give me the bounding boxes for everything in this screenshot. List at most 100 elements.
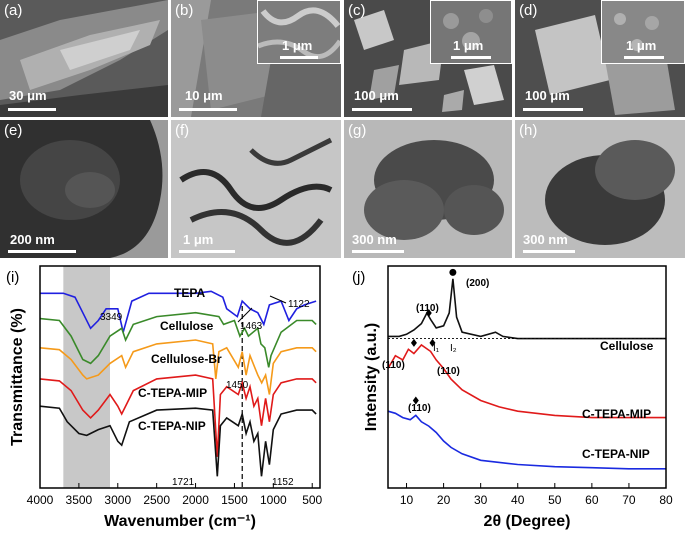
xrd-peak-label-6: I₂ (450, 343, 457, 354)
scale-bar-e (8, 250, 76, 253)
xrd-series-label-0: Cellulose (600, 339, 654, 353)
panel-label-a: (a) (4, 2, 23, 19)
ftir-series-label-1: Cellulose (160, 319, 214, 333)
xrd-peak-marker-110 (425, 308, 432, 317)
xrd-peak-label-1: (110) (416, 303, 439, 314)
inset-c: 1 μm (430, 0, 512, 64)
ftir-series-2 (39, 339, 317, 395)
xrd-peak-label-5: I₁ (433, 343, 440, 354)
scale-bar-h (523, 250, 575, 253)
inset-scale-bar-d (624, 56, 664, 59)
xrd-series-1 (387, 343, 666, 419)
ftir-peak-label-3: 1721 (172, 477, 195, 488)
xrd-x-tick-label: 40 (511, 493, 525, 507)
scale-bar-f (179, 250, 235, 253)
scale-bar-a (8, 108, 56, 111)
sem-image-b: 1 μm (b) 10 μm (171, 0, 341, 117)
xrd-peak-marker-110 (412, 396, 419, 405)
xrd-peak-marker-110 (429, 338, 436, 347)
tem-image-f: (f) 1 μm (171, 120, 341, 258)
scale-text-d: 100 μm (525, 88, 570, 103)
xrd-series-label-2: C-TEPA-NIP (582, 447, 650, 461)
panel-label-i: (i) (6, 269, 19, 286)
ftir-series-1 (39, 311, 317, 368)
scale-text-g: 300 nm (352, 232, 397, 247)
sem-image-a: (a) 30 μm (0, 0, 168, 117)
inset-scale-text-c: 1 μm (453, 38, 484, 53)
ftir-peak-label-1: 1463 (240, 321, 263, 332)
panel-label-c: (c) (348, 2, 366, 19)
ftir-series-label-4: C-TEPA-NIP (138, 419, 206, 433)
tem-image-h: (h) 300 nm (515, 120, 685, 258)
xrd-x-tick-label: 20 (437, 493, 451, 507)
ftir-x-tick-label: 4000 (27, 493, 54, 507)
ftir-y-axis-title: Transmittance (%) (9, 308, 26, 446)
scale-text-h: 300 nm (523, 232, 568, 247)
inset-d: 1 μm (601, 0, 685, 64)
panel-label-d: (d) (519, 2, 538, 19)
xrd-series-2 (387, 410, 666, 470)
xrd-peak-label-2: (110) (382, 360, 405, 371)
xrd-x-tick-label: 70 (622, 493, 636, 507)
panel-label-f: (f) (175, 122, 190, 139)
panel-label-j: (j) (352, 269, 365, 286)
xrd-x-tick-label: 80 (659, 493, 673, 507)
ftir-series-3 (39, 374, 317, 457)
xrd-y-axis-title: Intensity (a.u.) (363, 323, 380, 431)
ftir-x-tick-label: 2500 (143, 493, 170, 507)
ftir-arrow-1463 (237, 307, 253, 323)
ftir-peak-label-2: 1450 (226, 380, 249, 391)
ftir-x-tick-label: 1000 (260, 493, 287, 507)
inset-scale-bar-b (280, 56, 318, 59)
panel-label-b: (b) (175, 2, 194, 19)
xrd-series-0 (388, 278, 666, 340)
ftir-peak-label-4: 1152 (272, 477, 294, 488)
inset-scale-bar-c (451, 56, 491, 59)
sem-image-d: 1 μm (d) 100 μm (515, 0, 685, 117)
panel-label-g: (g) (348, 122, 367, 139)
scale-text-f: 1 μm (183, 232, 214, 247)
scale-text-c: 100 μm (354, 88, 399, 103)
ftir-x-tick-label: 3000 (104, 493, 131, 507)
xrd-x-axis-title: 2θ (Degree) (484, 513, 571, 530)
inset-scale-text-d: 1 μm (626, 38, 657, 53)
xrd-x-tick-label: 30 (474, 493, 488, 507)
scale-text-a: 30 μm (9, 88, 47, 103)
xrd-plot-frame (387, 265, 667, 489)
xrd-peak-marker-200 (449, 268, 457, 276)
scale-bar-g (352, 250, 404, 253)
ftir-series-label-3: C-TEPA-MIP (138, 386, 207, 400)
ftir-peak-label-0: 3349 (100, 312, 123, 323)
ftir-series-label-2: Cellulose-Br (151, 352, 222, 366)
xrd-x-tick-label: 50 (548, 493, 562, 507)
xrd-x-tick-label: 10 (400, 493, 414, 507)
ftir-plot-frame (39, 265, 321, 489)
scale-text-b: 10 μm (185, 88, 223, 103)
ftir-series-4 (39, 405, 317, 477)
tem-image-g: (g) 300 nm (344, 120, 512, 258)
scale-bar-c (352, 108, 412, 111)
scale-text-e: 200 nm (10, 232, 55, 247)
tem-image-e: (e) 200 nm (0, 120, 168, 258)
xrd-series-label-1: C-TEPA-MIP (582, 407, 651, 421)
xrd-peak-marker-110 (410, 338, 417, 347)
xrd-peak-label-0: (200) (466, 278, 489, 289)
xrd-peak-label-4: (110) (408, 403, 431, 414)
shaded-band (63, 266, 110, 488)
ftir-x-tick-label: 1500 (221, 493, 248, 507)
xrd-peak-label-3: (110) (437, 366, 460, 377)
ftir-x-tick-label: 2000 (182, 493, 209, 507)
ftir-x-axis-title: Wavenumber (cm⁻¹) (104, 513, 256, 530)
inset-b: 1 μm (257, 0, 341, 64)
panel-label-e: (e) (4, 122, 23, 139)
ftir-peak-label-5: 1122 (288, 299, 310, 310)
inset-scale-text-b: 1 μm (282, 38, 313, 53)
scale-bar-b (179, 108, 237, 111)
panel-label-h: (h) (519, 122, 538, 139)
ftir-x-tick-label: 500 (302, 493, 322, 507)
ftir-series-label-0: TEPA (174, 286, 205, 300)
ftir-x-tick-label: 3500 (66, 493, 93, 507)
scale-bar-d (523, 108, 583, 111)
ftir-arrow-1122 (269, 295, 287, 304)
ftir-series-0 (40, 290, 317, 333)
